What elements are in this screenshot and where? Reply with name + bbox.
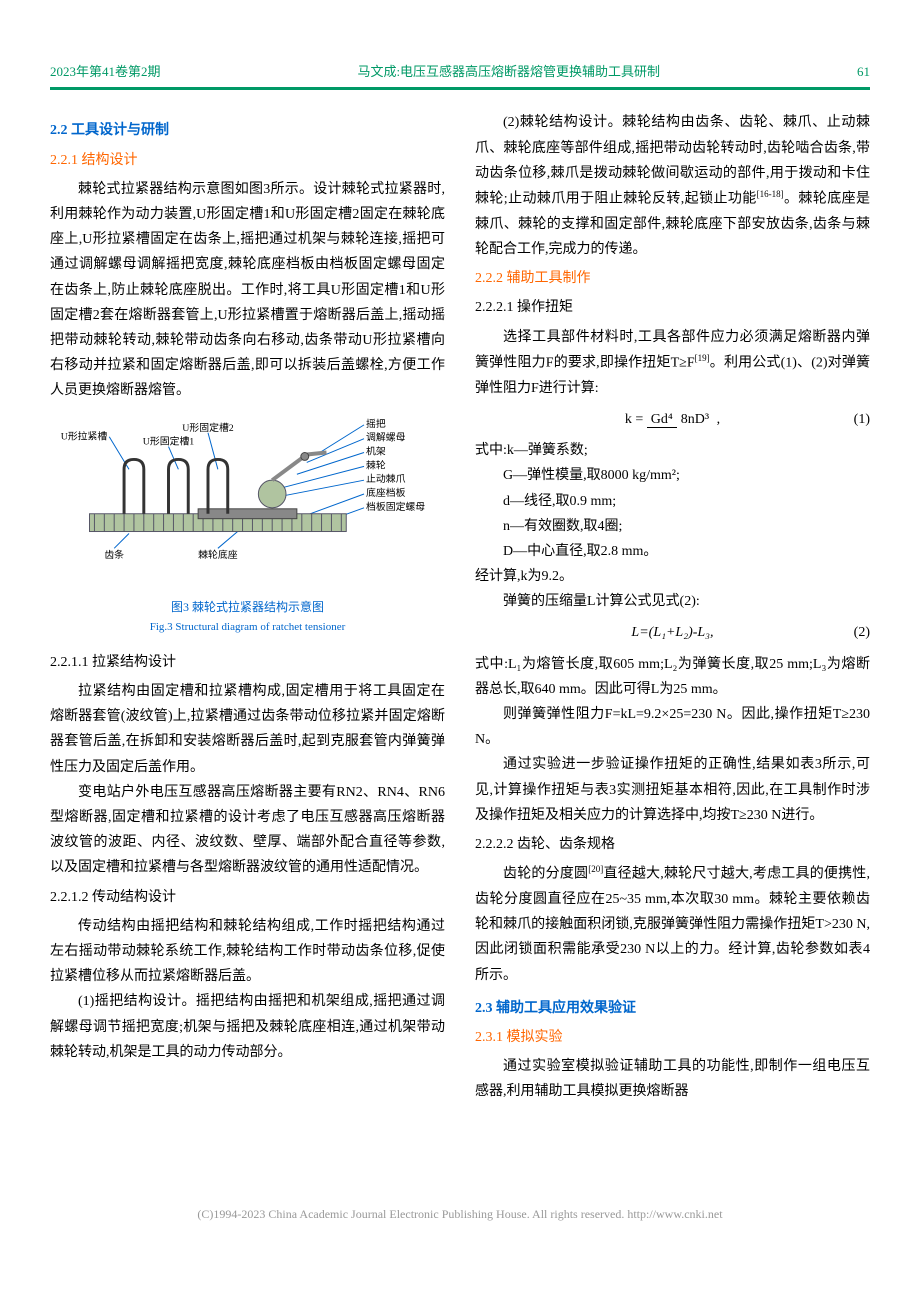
paragraph: 棘轮式拉紧器结构示意图如图3所示。设计棘轮式拉紧器时,利用棘轮作为动力装置,U形…	[50, 177, 445, 404]
paragraph: 通过实验室模拟验证辅助工具的功能性,即制作一组电压互感器,利用辅助工具模拟更换熔…	[475, 1054, 870, 1104]
paragraph: 则弹簧弹性阻力F=kL=9.2×25=230 N。因此,操作扭矩T≥230 N。	[475, 702, 870, 752]
section-2-2-1-1: 2.2.1.1 拉紧结构设计	[50, 650, 445, 675]
figure-3-diagram: U形拉紧槽 U形固定槽2 U形固定槽1 摇把 调解螺母 机架 棘轮 止动棘爪 底…	[50, 415, 445, 583]
paragraph: 经计算,k为9.2。	[475, 564, 870, 589]
equation-number: (2)	[854, 620, 870, 645]
sss-num: 2.2.2.2	[475, 837, 514, 852]
section-2-2-1: 2.2.1 结构设计	[50, 148, 445, 173]
sss-num: 2.2.1.2	[50, 890, 89, 905]
subsection-num: 2.2.2	[475, 271, 503, 286]
section-2-2: 2.2 工具设计与研制	[50, 118, 445, 143]
section-2-3: 2.3 辅助工具应用效果验证	[475, 996, 870, 1021]
variable-item: G—弹性模量,取8000 kg/mm²;	[503, 463, 870, 488]
paragraph: 弹簧的压缩量L计算公式见式(2):	[475, 589, 870, 614]
citation: [19]	[695, 353, 710, 363]
paragraph: (1)摇把结构设计。摇把结构由摇把和机架组成,摇把通过调解螺母调节摇把宽度;机架…	[50, 989, 445, 1065]
variable-item: n—有效圈数,取4圈;	[503, 514, 870, 539]
section-2-3-1: 2.3.1 模拟实验	[475, 1025, 870, 1050]
variable-item: D—中心直径,取2.8 mm。	[503, 539, 870, 564]
figure-3-caption-en: Fig.3 Structural diagram of ratchet tens…	[50, 618, 445, 638]
paragraph: 式中:L₁为熔管长度,取605 mm;L₂为弹簧长度,取25 mm;L₃为熔断器…	[475, 652, 870, 702]
svg-text:止动棘爪: 止动棘爪	[366, 474, 406, 486]
section-title-text: 工具设计与研制	[71, 123, 169, 138]
sss-title: 传动结构设计	[92, 890, 176, 905]
paragraph: 传动结构由摇把结构和棘轮结构组成,工作时摇把结构通过左右摇动带动棘轮系统工作,棘…	[50, 914, 445, 990]
svg-text:机架: 机架	[366, 445, 386, 458]
header-issue: 2023年第41卷第2期	[50, 60, 161, 83]
section-num: 2.3	[475, 1001, 493, 1016]
citation: [16-18]	[757, 189, 784, 199]
svg-text:U形固定槽1: U形固定槽1	[143, 435, 195, 448]
section-num: 2.2	[50, 123, 68, 138]
subsection-title-text: 辅助工具制作	[507, 271, 591, 286]
variable-list: G—弹性模量,取8000 kg/mm²; d—线径,取0.9 mm; n—有效圈…	[503, 463, 870, 564]
section-title-text: 辅助工具应用效果验证	[496, 1001, 636, 1016]
equation-number: (1)	[854, 407, 870, 432]
subsection-num: 2.3.1	[475, 1030, 503, 1045]
paragraph: 齿轮的分度圆[20]直径越大,棘轮尺寸越大,考虑工具的便携性,齿轮分度圆直径应在…	[475, 861, 870, 988]
svg-text:U形固定槽2: U形固定槽2	[182, 421, 234, 434]
paragraph: 通过实验进一步验证操作扭矩的正确性,结果如表3所示,可见,计算操作扭矩与表3实测…	[475, 752, 870, 828]
section-2-2-2-1: 2.2.2.1 操作扭矩	[475, 295, 870, 320]
page-footer: (C)1994-2023 China Academic Journal Elec…	[50, 1204, 870, 1226]
svg-text:U形拉紧槽: U形拉紧槽	[61, 430, 108, 443]
article-body: 2.2 工具设计与研制 2.2.1 结构设计 棘轮式拉紧器结构示意图如图3所示。…	[50, 110, 870, 1104]
sss-title: 操作扭矩	[517, 300, 573, 315]
variable-item: d—线径,取0.9 mm;	[503, 489, 870, 514]
citation: [20]	[588, 864, 603, 874]
formula-2: L=(L₁+L₂)-L₃, (2)	[475, 620, 870, 645]
paragraph: 拉紧结构由固定槽和拉紧槽构成,固定槽用于将工具固定在熔断器套管(波纹管)上,拉紧…	[50, 679, 445, 780]
svg-text:档板固定螺母: 档板固定螺母	[366, 500, 425, 513]
paragraph: (2)棘轮结构设计。棘轮结构由齿条、齿轮、棘爪、止动棘爪、棘轮底座等部件组成,摇…	[475, 110, 870, 262]
figure-3: U形拉紧槽 U形固定槽2 U形固定槽1 摇把 调解螺母 机架 棘轮 止动棘爪 底…	[50, 415, 445, 637]
header-title: 马文成:电压互感器高压熔断器熔管更换辅助工具研制	[161, 60, 857, 83]
sss-num: 2.2.1.1	[50, 655, 89, 670]
figure-3-caption-cn: 图3 棘轮式拉紧器结构示意图	[50, 597, 445, 619]
svg-text:齿条: 齿条	[104, 549, 124, 562]
variable-intro: 式中:k—弹簧系数;	[475, 438, 870, 463]
paragraph: 选择工具部件材料时,工具各部件应力必须满足熔断器内弹簧弹性阻力F的要求,即操作扭…	[475, 325, 870, 401]
svg-text:摇把: 摇把	[366, 417, 386, 430]
sss-title: 拉紧结构设计	[92, 655, 176, 670]
svg-text:棘轮底座: 棘轮底座	[198, 549, 238, 562]
svg-text:棘轮: 棘轮	[366, 459, 386, 472]
sss-num: 2.2.2.1	[475, 300, 514, 315]
svg-text:调解螺母: 调解螺母	[366, 431, 406, 444]
formula-1: k = Gd⁴8nD³ , (1)	[475, 407, 870, 432]
subsection-num: 2.2.1	[50, 153, 78, 168]
subsection-title-text: 结构设计	[82, 153, 138, 168]
svg-text:底座档板: 底座档板	[366, 486, 406, 499]
paragraph: 变电站户外电压互感器高压熔断器主要有RN2、RN4、RN6型熔断器,固定槽和拉紧…	[50, 780, 445, 881]
header-page-number: 61	[857, 60, 870, 83]
section-2-2-2: 2.2.2 辅助工具制作	[475, 266, 870, 291]
subsection-title-text: 模拟实验	[507, 1030, 563, 1045]
sss-title: 齿轮、齿条规格	[517, 837, 615, 852]
section-2-2-1-2: 2.2.1.2 传动结构设计	[50, 885, 445, 910]
page-header: 2023年第41卷第2期 马文成:电压互感器高压熔断器熔管更换辅助工具研制 61	[50, 60, 870, 90]
section-2-2-2-2: 2.2.2.2 齿轮、齿条规格	[475, 832, 870, 857]
